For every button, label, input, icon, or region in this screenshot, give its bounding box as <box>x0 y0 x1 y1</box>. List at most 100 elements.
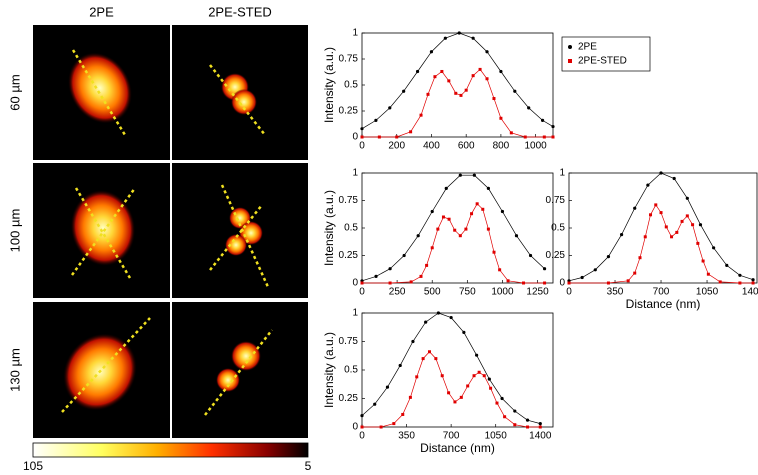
data-point <box>430 209 434 214</box>
data-point <box>447 391 451 395</box>
data-point <box>388 281 392 285</box>
data-point <box>436 311 440 315</box>
data-point <box>738 273 742 277</box>
data-point <box>440 69 444 73</box>
intensity-spot <box>68 52 132 124</box>
data-point <box>398 363 402 368</box>
data-point <box>436 227 440 231</box>
y-tick-label: 0.5 <box>344 223 358 234</box>
data-point <box>411 339 415 344</box>
y-tick-label: 0.25 <box>339 393 359 404</box>
data-point <box>360 127 364 131</box>
data-point <box>419 274 423 278</box>
data-point <box>409 280 413 284</box>
data-point <box>388 267 392 271</box>
data-point <box>567 281 571 285</box>
x-tick-label: 750 <box>459 287 476 298</box>
data-point <box>457 31 461 35</box>
data-point <box>385 385 390 389</box>
x-tick-label: 1250 <box>526 287 549 298</box>
colorbar <box>32 442 309 458</box>
data-point <box>513 89 517 93</box>
fit-line <box>569 204 754 284</box>
data-point <box>606 255 611 259</box>
x-tick-label: 0 <box>359 431 365 442</box>
data-point <box>360 425 364 429</box>
data-point <box>696 241 700 245</box>
intensity-spot <box>70 190 136 266</box>
y-tick-label: 0.75 <box>339 54 359 65</box>
y-tick-label: 0.25 <box>339 106 359 117</box>
data-point <box>478 67 482 71</box>
data-point <box>409 130 413 134</box>
data-point <box>464 227 468 231</box>
data-point <box>492 97 496 101</box>
y-axis-label: Intensity (a.u.) <box>322 190 336 266</box>
profile-line <box>209 204 263 271</box>
data-point <box>654 203 658 207</box>
y-tick-label: 0.5 <box>344 80 358 91</box>
y-tick-label: 0.25 <box>546 250 566 261</box>
row-label: 100 µm <box>7 209 22 253</box>
data-point <box>485 50 489 54</box>
data-point <box>424 320 428 324</box>
data-point <box>374 118 378 122</box>
data-point <box>492 250 496 254</box>
data-point <box>408 395 412 399</box>
image-panel <box>172 302 308 438</box>
y-tick-label: 0.75 <box>339 195 359 206</box>
y-tick-label: 0.75 <box>339 336 359 347</box>
colorbar-tick-label: 105 <box>23 459 43 473</box>
data-point <box>486 186 490 190</box>
x-tick-label: 800 <box>493 141 510 152</box>
data-point <box>542 135 546 139</box>
profile-line <box>204 329 273 416</box>
x-tick-label: 700 <box>653 287 670 298</box>
data-point <box>606 281 610 285</box>
data-point <box>419 113 423 117</box>
data-point <box>675 230 679 234</box>
y-axis-label: Intensity (a.u.) <box>322 332 336 408</box>
data-point <box>392 422 396 426</box>
data-point <box>475 353 479 357</box>
data-point <box>462 330 466 334</box>
data-point <box>360 135 364 139</box>
data-point <box>401 412 405 416</box>
data-point <box>626 279 630 283</box>
x-tick-label: 400 <box>423 141 440 152</box>
data-point <box>427 350 431 354</box>
data-point <box>360 281 364 285</box>
legend-label: 2PE <box>578 42 597 53</box>
data-point <box>580 275 584 280</box>
data-point <box>471 36 475 40</box>
data-point <box>486 227 490 231</box>
data-point <box>426 92 430 96</box>
data-point <box>509 131 513 135</box>
x-tick-label: 250 <box>389 287 406 298</box>
x-tick-label: 1400 <box>529 431 552 442</box>
data-point <box>659 211 663 215</box>
data-point <box>525 418 530 422</box>
x-tick-label: 0 <box>359 141 365 152</box>
data-point <box>421 357 425 361</box>
data-point <box>672 176 676 181</box>
y-tick-label: 0.25 <box>339 250 359 261</box>
data-point <box>523 135 527 139</box>
data-point <box>751 278 755 282</box>
y-axis-label: Intensity (a.u.) <box>322 47 336 123</box>
legend-marker <box>568 45 572 49</box>
data-point <box>551 135 555 139</box>
legend-marker <box>568 59 572 63</box>
data-point <box>466 384 470 388</box>
fit-line <box>362 351 541 428</box>
data-point <box>528 253 533 258</box>
column-label: 2PE <box>89 4 114 19</box>
legend-label: 2PE-STED <box>578 56 627 67</box>
x-tick-label: 700 <box>443 431 460 442</box>
column-label: 2PE-STED <box>208 4 272 19</box>
data-point <box>472 173 476 177</box>
intensity-spot <box>225 234 247 256</box>
profile-line <box>71 49 127 136</box>
x-tick-label: 1050 <box>696 287 719 298</box>
profile-line <box>209 64 266 136</box>
